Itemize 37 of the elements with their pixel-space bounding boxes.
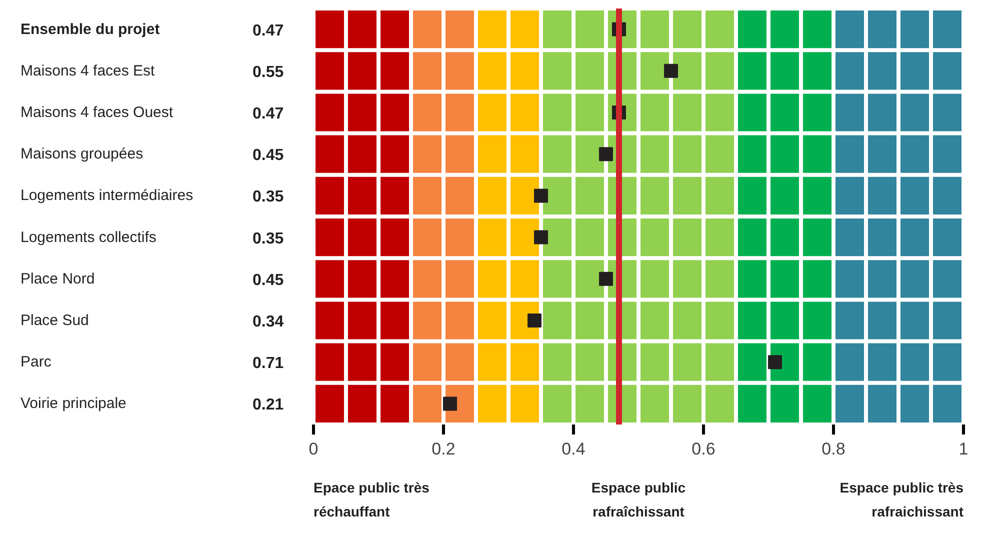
text: Espace public rafraîchissant	[591, 479, 686, 520]
text: Epace public très réchauffant	[314, 479, 430, 520]
data-label: 0.45	[252, 272, 284, 289]
text: Espace public très rafraichissant	[840, 479, 964, 520]
y-tick-label: Logements intermédiaires	[20, 187, 194, 204]
y-tick-label: Place Sud	[20, 312, 89, 329]
data-label: 0.55	[252, 64, 284, 81]
x-tick-label: 0.4	[562, 440, 586, 458]
point	[443, 396, 457, 411]
data-label: 0.34	[252, 314, 284, 330]
y-tick-label: Parc	[20, 354, 52, 371]
y-tick-label: Voirie principale	[20, 395, 126, 412]
data-label: 0.35	[252, 188, 284, 206]
point	[528, 314, 542, 328]
point	[534, 230, 548, 244]
y-tick-label: Place Nord	[20, 270, 95, 288]
y-tick-label: Maisons groupées	[20, 146, 144, 163]
y-tick-label: Logements collectifs	[20, 228, 156, 246]
data-label: 0.47	[252, 106, 284, 122]
point	[534, 188, 548, 203]
y-tick-label: Ensemble du projet	[20, 20, 160, 38]
y-tick-label: Maisons 4 faces Ouest	[20, 104, 174, 121]
x-tick-label: 1	[958, 440, 968, 458]
point	[599, 147, 613, 162]
data-label: 0.47	[252, 22, 284, 40]
y-tick-label: Maisons 4 faces Est	[20, 62, 156, 80]
data-label: 0.45	[252, 147, 284, 164]
x-tick-label: 0.8	[822, 440, 846, 458]
data-label: 0.21	[252, 396, 284, 414]
x-tick-label: 0.6	[692, 440, 716, 458]
data-label: 0.35	[252, 230, 284, 248]
point	[599, 272, 613, 286]
point	[768, 355, 782, 370]
data-label: 0.71	[252, 355, 284, 372]
x-tick-label: 0	[308, 440, 318, 458]
x-tick-label: 0.2	[432, 440, 456, 458]
point	[664, 64, 678, 78]
